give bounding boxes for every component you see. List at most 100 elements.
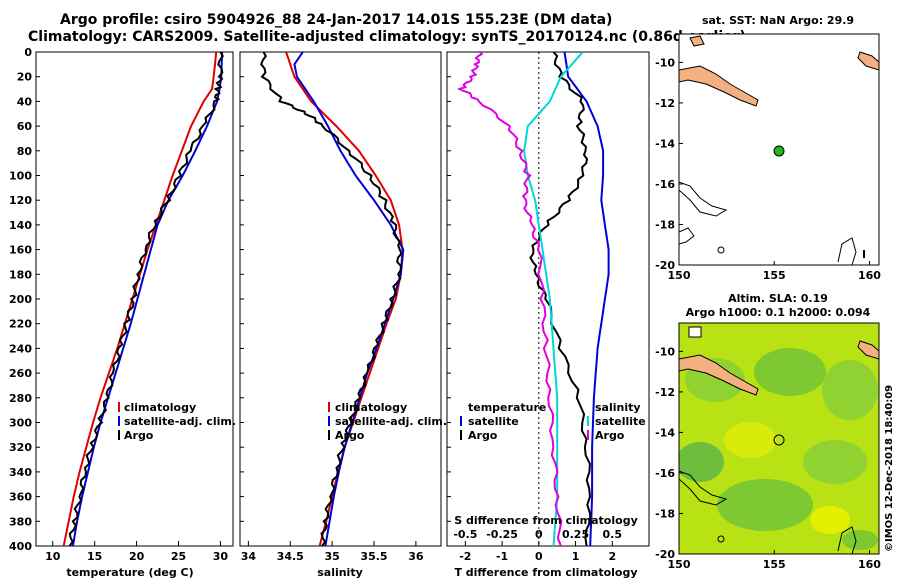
- map-y-tick-label: -12: [655, 97, 675, 110]
- x-tick-label: -1: [496, 550, 508, 563]
- sla-map-field: [679, 323, 879, 554]
- map-y-tick-label: -10: [655, 345, 675, 358]
- y-tick-label: 20: [17, 71, 33, 84]
- map-y-tick-label: -14: [655, 137, 675, 150]
- series-line-climatology: [62, 52, 218, 546]
- x-tick-label: 30: [213, 550, 229, 563]
- y-tick-label: 160: [9, 244, 32, 257]
- series-line-salinity-satellite: [523, 52, 584, 546]
- map-y-tick-label: -18: [655, 218, 675, 231]
- y-tick-label: 200: [9, 293, 32, 306]
- x-tick-label: 1: [572, 550, 580, 563]
- coast-solomons: [857, 340, 879, 360]
- legend-temperature-heading: temperature: [468, 401, 546, 414]
- contour-se: [837, 237, 857, 265]
- s-difference-axis-label: S difference from climatology: [454, 514, 638, 527]
- sla-map-frame: [678, 322, 880, 555]
- series-line-satellite-adj-clim-: [71, 52, 224, 546]
- sst-map-title: sat. SST: NaN Argo: 29.9: [702, 14, 854, 27]
- map-y-tick-label: -10: [655, 56, 675, 69]
- y-tick-label: 100: [9, 170, 32, 183]
- difference-legend: temperature satellite Argo salinity sate…: [460, 401, 646, 442]
- top-tick-label: 0.25: [562, 528, 589, 541]
- y-tick-label: 0: [24, 46, 32, 59]
- sla-map-title: Altim. SLA: 0.19: [728, 292, 828, 305]
- y-tick-label: 180: [9, 268, 32, 281]
- x-tick-label: 10: [45, 550, 61, 563]
- argo-marker-sst: [773, 145, 785, 157]
- x-tick-label: 0: [535, 550, 543, 563]
- coast-islands-ne: [689, 35, 705, 47]
- sst-map-land: [679, 35, 879, 265]
- y-tick-label: 360: [9, 491, 32, 504]
- y-tick-label: 80: [17, 145, 33, 158]
- sla-map-subtitle: Argo h1000: 0.1 h2000: 0.094: [686, 306, 871, 319]
- coast-islands-ne: [688, 326, 702, 338]
- imos-watermark: ©IMOS 12-Dec-2018 18:40:09: [884, 384, 895, 552]
- series-line-argo: [260, 52, 403, 546]
- x-tick-label: 20: [129, 550, 145, 563]
- legend-clim-label: climatology: [335, 401, 407, 414]
- y-tick-label: 400: [9, 540, 32, 553]
- coast-solomons: [857, 51, 879, 71]
- legend-argo-label: Argo: [335, 429, 365, 442]
- y-tick-label: 240: [9, 342, 32, 355]
- salinity-axis-label: salinity: [317, 566, 363, 579]
- x-tick-label: 36: [408, 550, 424, 563]
- x-tick-label: 35.5: [360, 550, 387, 563]
- map-y-tick-label: -20: [655, 259, 675, 272]
- reef-dot: [717, 535, 725, 543]
- coast-new-guinea: [679, 354, 759, 396]
- coast-new-guinea: [679, 65, 759, 107]
- map-y-tick-label: -14: [655, 426, 675, 439]
- title-line-2: Climatology: CARS2009. Satellite-adjuste…: [28, 29, 746, 45]
- series-line-temperature-satellite: [563, 52, 610, 546]
- map-y-tick-label: -12: [655, 386, 675, 399]
- series-line-satellite-adj-clim-: [293, 52, 405, 546]
- top-tick-label: 0: [535, 528, 543, 541]
- series-line-climatology: [285, 52, 404, 546]
- x-tick-label: 15: [87, 550, 102, 563]
- y-tick-label: 300: [9, 417, 32, 430]
- coast-australia-edge: [679, 470, 728, 506]
- title-line-1: Argo profile: csiro 5904926_88 24-Jan-20…: [60, 12, 613, 28]
- legend-sat-label: satellite-adj. clim.: [124, 415, 236, 428]
- series-line-argo: [68, 52, 224, 546]
- temperature-axis-label: temperature (deg C): [66, 566, 193, 579]
- y-tick-label: 40: [17, 95, 33, 108]
- y-tick-label: 380: [9, 515, 32, 528]
- sla-blob-3: [822, 360, 878, 420]
- top-tick-label: 0.5: [603, 528, 623, 541]
- legend-sal-sat-label: satellite: [595, 415, 646, 428]
- legend-temp-argo-label: Argo: [468, 429, 498, 442]
- top-tick-label: -0.25: [486, 528, 518, 541]
- y-tick-label: 340: [9, 466, 32, 479]
- y-tick-label: 60: [17, 120, 33, 133]
- legend-sat-label: satellite-adj. clim.: [335, 415, 447, 428]
- map-x-tick-label: 155: [763, 558, 786, 571]
- sla-blob-8: [810, 506, 850, 534]
- coast-australia-edge: [679, 181, 728, 217]
- x-tick-label: 34: [241, 550, 257, 563]
- top-tick-label: -0.5: [453, 528, 477, 541]
- legend-clim-label: climatology: [124, 401, 196, 414]
- coast-reef: [679, 227, 695, 245]
- y-tick-label: 260: [9, 367, 32, 380]
- x-tick-label: 2: [608, 550, 616, 563]
- y-tick-label: 120: [9, 194, 32, 207]
- argo-marker-sla: [773, 434, 785, 446]
- t-difference-axis-label: T difference from climatology: [454, 566, 637, 579]
- x-tick-label: 35: [324, 550, 339, 563]
- temperature-legend: climatology satellite-adj. clim. Argo: [118, 401, 236, 442]
- legend-sal-argo-label: Argo: [595, 429, 625, 442]
- legend-argo-label: Argo: [124, 429, 154, 442]
- contour-se: [837, 526, 857, 554]
- y-tick-label: 140: [9, 219, 32, 232]
- x-tick-label: 34.5: [277, 550, 304, 563]
- sla-blob-2: [754, 348, 826, 396]
- x-tick-label: 25: [171, 550, 186, 563]
- map-y-tick-label: -20: [655, 548, 675, 561]
- y-tick-label: 220: [9, 318, 32, 331]
- y-tick-label: 280: [9, 392, 32, 405]
